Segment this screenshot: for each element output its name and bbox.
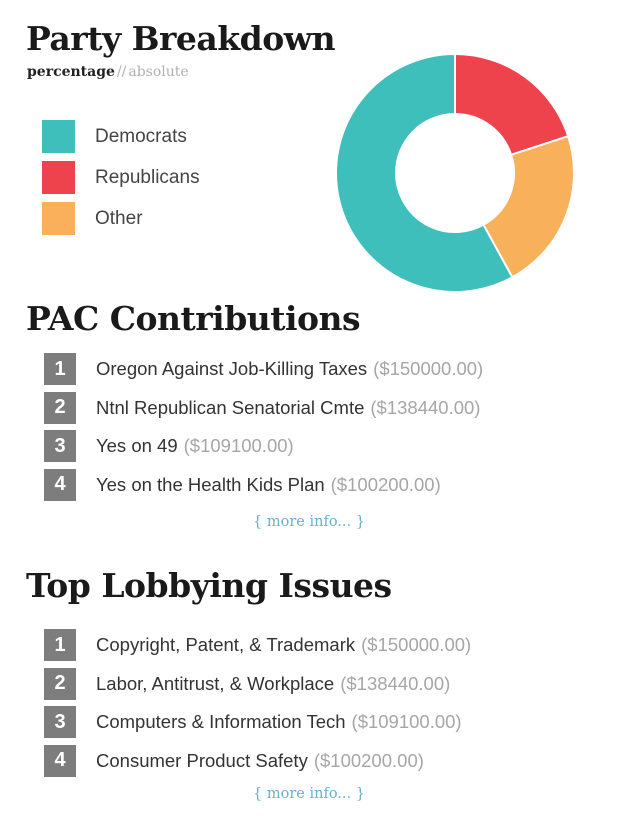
- lobbying-list-item: 2 Labor, Antitrust, & Workplace ($138440…: [44, 665, 471, 704]
- rank-badge: 4: [44, 744, 76, 777]
- party-breakdown-title: Party Breakdown: [26, 19, 336, 58]
- legend-swatch-other: [42, 202, 75, 235]
- issue-amount: ($109100.00): [351, 711, 462, 733]
- lobbying-list-item: 1 Copyright, Patent, & Trademark ($15000…: [44, 626, 471, 665]
- pac-name: Oregon Against Job-Killing Taxes: [96, 358, 368, 380]
- legend-item-democrats: Democrats: [42, 116, 200, 157]
- legend-label-republicans: Republicans: [95, 166, 200, 188]
- pac-name: Yes on 49: [96, 435, 178, 457]
- pac-list-item: 2 Ntnl Republican Senatorial Cmte ($1384…: [44, 389, 483, 428]
- legend-swatch-democrats: [42, 120, 75, 153]
- pac-name: Ntnl Republican Senatorial Cmte: [96, 396, 365, 418]
- legend-item-other: Other: [42, 198, 200, 239]
- pac-list-item: 4 Yes on the Health Kids Plan ($100200.0…: [44, 466, 483, 505]
- rank-badge: 1: [44, 629, 76, 662]
- rank-badge: 3: [44, 706, 76, 739]
- donut-slice-democrats[interactable]: [336, 52, 514, 293]
- rank-badge: 3: [44, 430, 76, 463]
- pac-amount: ($150000.00): [373, 358, 484, 380]
- lobbying-list-item: 4 Consumer Product Safety ($100200.00): [44, 742, 471, 781]
- legend-label-democrats: Democrats: [95, 125, 187, 147]
- pac-list: 1 Oregon Against Job-Killing Taxes ($150…: [44, 350, 483, 504]
- toggle-separator: //: [116, 64, 127, 80]
- pac-amount: ($109100.00): [183, 435, 294, 457]
- donut-slice-republicans[interactable]: [454, 52, 570, 157]
- pac-amount: ($100200.00): [330, 473, 441, 495]
- issue-amount: ($138440.00): [340, 672, 451, 694]
- legend-item-republicans: Republicans: [42, 157, 200, 198]
- display-mode-toggle: percentage//absolute: [27, 64, 189, 80]
- party-donut-chart: [336, 52, 575, 293]
- issue-amount: ($150000.00): [361, 634, 472, 656]
- issue-name: Computers & Information Tech: [96, 711, 346, 733]
- rank-badge: 4: [44, 468, 76, 501]
- lobbying-more-info-text: more info...: [266, 786, 352, 802]
- rank-badge: 2: [44, 391, 76, 424]
- issue-amount: ($100200.00): [313, 749, 424, 771]
- donut-slice-other[interactable]: [482, 134, 575, 279]
- legend-label-other: Other: [95, 207, 143, 229]
- lobbying-issues-title: Top Lobbying Issues: [26, 566, 392, 605]
- rank-badge: 1: [44, 353, 76, 386]
- pac-name: Yes on the Health Kids Plan: [96, 473, 325, 495]
- issue-name: Labor, Antitrust, & Workplace: [96, 672, 335, 694]
- pac-contributions-title: PAC Contributions: [26, 299, 361, 338]
- chart-legend: Democrats Republicans Other: [42, 116, 200, 239]
- pac-more-info-link[interactable]: { more info... }: [253, 514, 365, 530]
- lobbying-list-item: 3 Computers & Information Tech ($109100.…: [44, 703, 471, 742]
- issue-name: Copyright, Patent, & Trademark: [96, 634, 356, 656]
- issue-name: Consumer Product Safety: [96, 749, 308, 771]
- legend-swatch-republicans: [42, 161, 75, 194]
- pac-list-item: 1 Oregon Against Job-Killing Taxes ($150…: [44, 350, 483, 389]
- lobbying-list: 1 Copyright, Patent, & Trademark ($15000…: [44, 626, 471, 780]
- pac-amount: ($138440.00): [370, 396, 481, 418]
- lobbying-more-info-link[interactable]: { more info... }: [253, 786, 365, 802]
- pac-list-item: 3 Yes on 49 ($109100.00): [44, 427, 483, 466]
- percentage-toggle[interactable]: percentage: [27, 64, 115, 80]
- rank-badge: 2: [44, 667, 76, 700]
- absolute-toggle[interactable]: absolute: [128, 64, 189, 80]
- pac-more-info-text: more info...: [266, 514, 352, 530]
